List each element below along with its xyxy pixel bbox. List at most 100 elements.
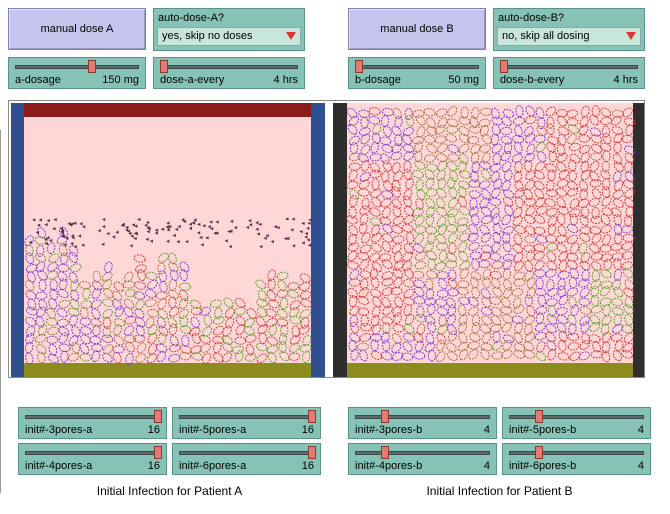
b-dosage-slider[interactable]: b-dosage 50 mg <box>348 57 486 89</box>
cell <box>524 225 536 236</box>
cell <box>513 116 525 126</box>
slider-thumb[interactable] <box>380 446 389 459</box>
cell <box>347 242 360 252</box>
patient-a-left-wall <box>11 103 24 377</box>
cell <box>402 195 413 207</box>
cell <box>580 160 590 173</box>
init-5pores-b-slider[interactable]: init#-5pores-b 4 <box>502 407 651 439</box>
cell <box>256 298 268 308</box>
cell <box>178 308 190 319</box>
cell <box>459 153 469 165</box>
cell <box>350 321 359 334</box>
cell <box>514 125 523 138</box>
slider-name: init#-3pores-b <box>355 424 423 436</box>
cell <box>403 151 414 161</box>
cell <box>414 313 427 323</box>
cell <box>446 314 457 326</box>
cell <box>403 214 415 225</box>
cell <box>144 289 157 299</box>
cell <box>56 308 68 318</box>
auto-dose-a-select[interactable]: yes, skip no doses <box>157 27 301 46</box>
cell <box>611 252 624 261</box>
cell <box>426 250 437 261</box>
a-dosage-slider[interactable]: a-dosage 150 mg <box>8 57 146 89</box>
slider-thumb[interactable] <box>500 60 508 73</box>
init-6pores-a-slider[interactable]: init#-6pores-a 16 <box>172 443 321 475</box>
cell <box>536 125 547 136</box>
slider-thumb[interactable] <box>88 60 97 73</box>
cell <box>425 287 435 300</box>
cell <box>257 324 268 335</box>
cell <box>382 160 392 172</box>
cell <box>589 322 601 332</box>
cell <box>625 205 634 218</box>
cell <box>445 260 458 269</box>
drug-particle <box>146 226 150 230</box>
cell <box>199 306 212 316</box>
auto-dose-b-select[interactable]: no, skip all dosing <box>497 27 641 46</box>
cell <box>613 286 624 298</box>
cell <box>370 339 379 351</box>
cell <box>416 188 426 201</box>
cell <box>447 324 457 336</box>
cell <box>481 315 493 326</box>
init-6pores-b-slider[interactable]: init#-6pores-b 4 <box>502 443 651 475</box>
cell <box>468 241 480 252</box>
cell <box>89 335 102 345</box>
drug-particle <box>52 227 56 231</box>
cell <box>489 296 502 305</box>
cell <box>202 352 212 365</box>
cell <box>556 152 568 163</box>
init-5pores-a-slider[interactable]: init#-5pores-a 16 <box>172 407 321 439</box>
slider-thumb[interactable] <box>154 446 162 459</box>
cell <box>489 252 502 261</box>
slider-thumb[interactable] <box>308 410 316 423</box>
cell <box>371 323 382 335</box>
slider-thumb[interactable] <box>154 410 162 423</box>
cell <box>35 261 46 273</box>
slider-value: 16 <box>147 424 160 436</box>
cell <box>402 279 415 288</box>
cell <box>523 349 535 359</box>
cell <box>371 305 381 318</box>
cell <box>621 324 633 334</box>
init-4pores-b-slider[interactable]: init#-4pores-b 4 <box>348 443 497 475</box>
slider-thumb[interactable] <box>160 60 168 73</box>
cell <box>102 352 113 363</box>
cell <box>471 213 480 226</box>
cell <box>556 197 566 209</box>
cell <box>403 323 415 334</box>
manual-dose-a-button[interactable]: manual dose A <box>8 8 146 50</box>
cell <box>402 260 412 272</box>
init-3pores-b-slider[interactable]: init#-3pores-b 4 <box>348 407 497 439</box>
cell <box>359 323 372 332</box>
slider-track <box>355 451 490 455</box>
slider-thumb[interactable] <box>380 410 389 423</box>
init-3pores-a-slider[interactable]: init#-3pores-a 16 <box>18 407 167 439</box>
cell <box>624 197 635 208</box>
slider-thumb[interactable] <box>534 446 543 459</box>
slider-thumb[interactable] <box>308 446 316 459</box>
dose-a-every-slider[interactable]: dose-a-every 4 hrs <box>153 57 305 89</box>
cell <box>513 252 524 263</box>
cell <box>104 261 113 274</box>
cell <box>289 342 300 353</box>
manual-dose-b-button[interactable]: manual dose B <box>348 8 486 50</box>
cell <box>392 198 402 210</box>
cell <box>291 325 300 338</box>
auto-dose-b-chooser[interactable]: auto-dose-B? no, skip all dosing <box>493 8 645 51</box>
cell <box>591 269 601 282</box>
dose-b-every-slider[interactable]: dose-b-every 4 hrs <box>493 57 645 89</box>
cell <box>447 177 456 190</box>
cell <box>491 260 504 270</box>
slider-thumb[interactable] <box>534 410 543 423</box>
auto-dose-a-chooser[interactable]: auto-dose-A? yes, skip no doses <box>153 8 305 51</box>
init-4pores-a-slider[interactable]: init#-4pores-a 16 <box>18 443 167 475</box>
slider-track <box>355 65 479 69</box>
slider-thumb[interactable] <box>355 60 363 73</box>
cell <box>434 135 447 144</box>
drug-particle <box>154 231 158 235</box>
cell <box>456 217 469 227</box>
cell <box>579 315 590 326</box>
cell <box>558 251 569 262</box>
